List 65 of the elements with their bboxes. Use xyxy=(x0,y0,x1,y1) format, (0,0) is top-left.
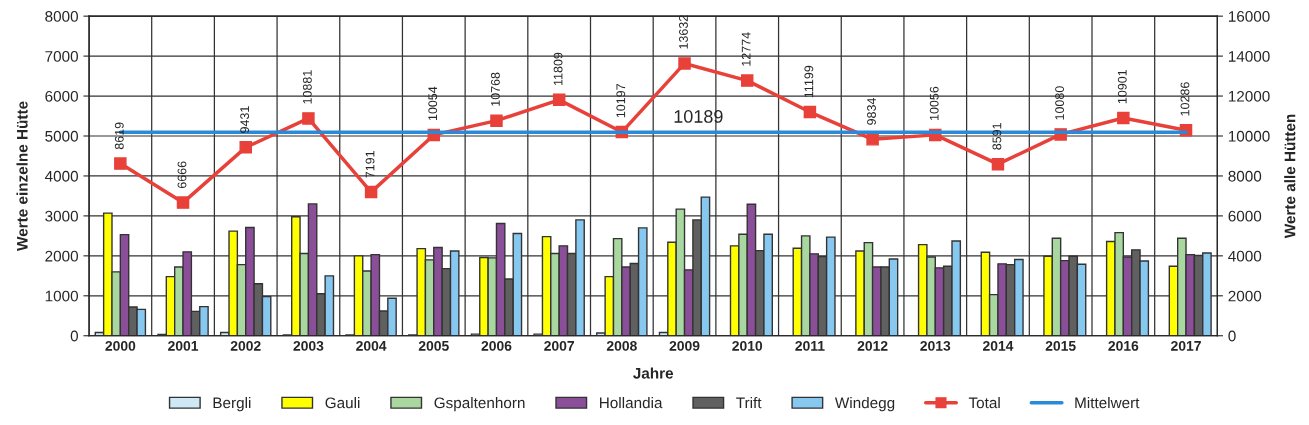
x-axis-title: Jahre xyxy=(633,367,674,379)
x-tick-label: 2014 xyxy=(983,340,1014,351)
y2-tick-label: 4000 xyxy=(1228,250,1262,262)
y-tick-label: 6000 xyxy=(45,90,78,102)
x-tick-label: 2009 xyxy=(669,340,700,351)
y2-tick-label: 6000 xyxy=(1228,210,1262,222)
x-tick-label: 2006 xyxy=(481,340,512,351)
x-tick-label: 2012 xyxy=(857,340,888,351)
legend-label: Bergli xyxy=(213,397,251,412)
legend-label: Trift xyxy=(736,397,762,409)
data-label: 7191 xyxy=(365,151,375,178)
y2-tick-label: 8000 xyxy=(1228,170,1262,182)
x-tick-label: 2013 xyxy=(920,340,951,351)
legend-label: Mittelwert xyxy=(1075,397,1140,409)
y-tick-label: 3000 xyxy=(45,210,78,222)
y2-tick-label: 0 xyxy=(1228,330,1236,342)
x-tick-label: 2017 xyxy=(1171,340,1201,351)
y2-tick-label: 14000 xyxy=(1228,50,1270,62)
data-label: 10881 xyxy=(302,70,312,104)
data-label: 10901 xyxy=(1117,69,1127,104)
x-tick-label: 2010 xyxy=(732,340,763,351)
x-tick-label: 2016 xyxy=(1108,340,1139,351)
x-tick-label: 2008 xyxy=(606,340,637,351)
x-tick-label: 2004 xyxy=(356,340,387,351)
data-label: 8591 xyxy=(992,123,1002,150)
legend-label: Windegg xyxy=(834,397,895,412)
x-tick-label: 2002 xyxy=(230,340,261,351)
data-label: 10056 xyxy=(929,86,939,121)
data-label: 8619 xyxy=(114,122,124,150)
data-label: 11199 xyxy=(804,65,814,98)
y-tick-label: 7000 xyxy=(45,50,78,62)
data-label: 6666 xyxy=(177,161,187,189)
legend-label: Hollandia xyxy=(600,397,663,409)
data-label: 11809 xyxy=(553,52,563,86)
y2-tick-label: 10000 xyxy=(1228,130,1270,142)
data-label: 10286 xyxy=(1180,82,1190,116)
x-tick-label: 2015 xyxy=(1045,340,1076,351)
legend-label: Total xyxy=(968,397,1000,409)
y2-axis-title: Werte alle Hütten xyxy=(1284,114,1296,239)
legend-label: Gspaltenhorn xyxy=(434,397,525,412)
data-label: 9431 xyxy=(240,106,250,133)
data-label: 10080 xyxy=(1055,86,1065,120)
y-axis-title: Werte einzelne Hütte xyxy=(16,101,28,251)
y2-tick-label: 12000 xyxy=(1228,90,1270,102)
y-tick-label: 8000 xyxy=(45,11,78,22)
data-label: 10768 xyxy=(490,72,500,106)
x-tick-label: 2007 xyxy=(544,340,574,351)
y2-tick-label: 2000 xyxy=(1228,290,1262,302)
y2-tick-label: 16000 xyxy=(1228,11,1270,22)
y-tick-label: 2000 xyxy=(45,250,78,262)
data-label: 13632 xyxy=(679,15,688,49)
data-label: 10054 xyxy=(428,86,438,121)
data-label: 12774 xyxy=(741,32,751,66)
y-tick-label: 0 xyxy=(70,330,78,342)
x-tick-label: 2005 xyxy=(418,340,449,351)
x-tick-label: 2001 xyxy=(168,340,199,351)
y-tick-label: 1000 xyxy=(45,290,78,302)
y-tick-label: 4000 xyxy=(44,170,78,182)
x-tick-label: 2011 xyxy=(795,340,825,351)
data-label: 10197 xyxy=(616,84,626,118)
x-tick-label: 2000 xyxy=(105,340,136,351)
legend-label: Gauli xyxy=(325,397,360,409)
y-tick-label: 5000 xyxy=(45,130,78,142)
x-tick-label: 2003 xyxy=(293,340,324,351)
data-label: 9834 xyxy=(867,97,876,125)
